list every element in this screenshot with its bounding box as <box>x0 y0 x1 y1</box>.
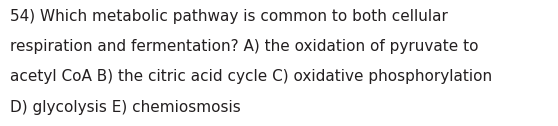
Text: 54) Which metabolic pathway is common to both cellular: 54) Which metabolic pathway is common to… <box>10 9 448 24</box>
Text: acetyl CoA B) the citric acid cycle C) oxidative phosphorylation: acetyl CoA B) the citric acid cycle C) o… <box>10 69 492 84</box>
Text: D) glycolysis E) chemiosmosis: D) glycolysis E) chemiosmosis <box>10 100 241 115</box>
Text: respiration and fermentation? A) the oxidation of pyruvate to: respiration and fermentation? A) the oxi… <box>10 39 479 54</box>
